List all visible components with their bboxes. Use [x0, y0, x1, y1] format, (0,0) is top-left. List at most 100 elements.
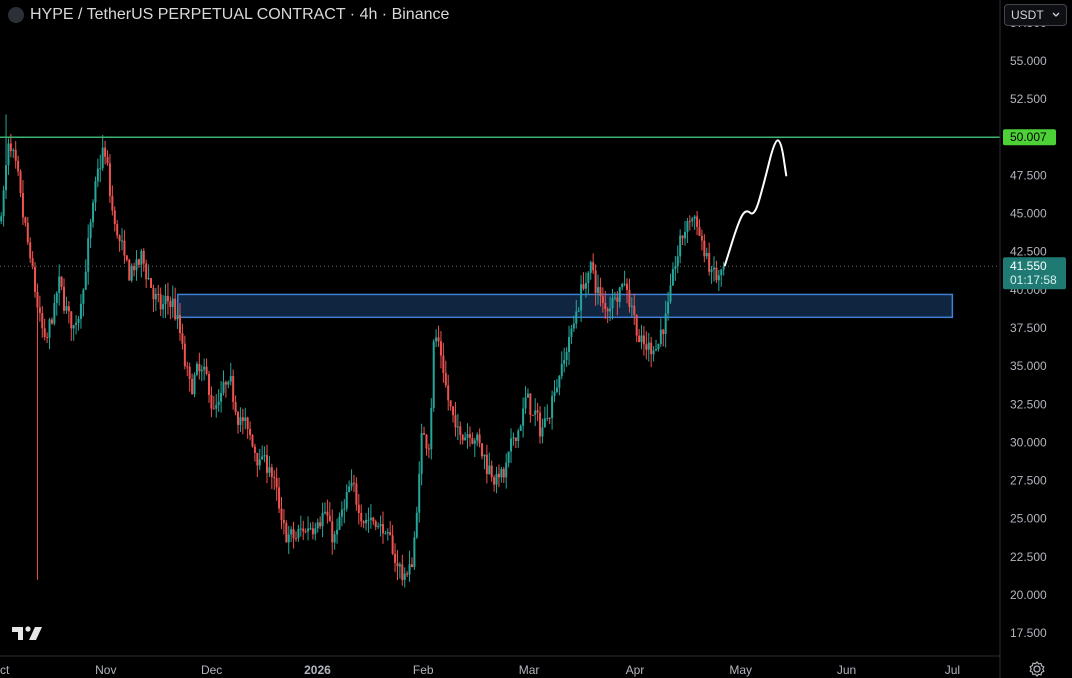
- candle-body: [253, 446, 256, 453]
- candle-body: [473, 440, 476, 444]
- candle-body: [539, 412, 542, 437]
- candle-body: [208, 373, 211, 395]
- x-tick-label: Jun: [837, 663, 856, 677]
- candle-body: [26, 222, 29, 243]
- time-axis[interactable]: Oct Nov Dec 2026 Feb Mar Apr May Jun Jul: [0, 663, 960, 677]
- candle-body: [58, 276, 61, 294]
- candle-body: [667, 301, 670, 314]
- candle-body: [700, 235, 703, 241]
- candle-body: [676, 256, 679, 267]
- candle-body: [309, 528, 312, 530]
- currency-selector[interactable]: USDT: [1004, 4, 1067, 26]
- demand-zone-rectangle[interactable]: [177, 293, 954, 319]
- symbol-title[interactable]: HYPE / TetherUS PERPETUAL CONTRACT · 4h …: [30, 6, 450, 23]
- candle-body: [669, 285, 672, 302]
- candle-body: [604, 302, 607, 310]
- candle-body: [261, 456, 264, 460]
- candle-body: [348, 486, 351, 493]
- candle-body: [464, 437, 467, 441]
- x-tick-label: 2026: [304, 663, 331, 677]
- candle-body: [241, 417, 244, 422]
- candle-body: [270, 467, 273, 478]
- candle-body: [439, 341, 442, 356]
- price-axis[interactable]: 57.50055.00052.50050.00047.50045.00042.5…: [1003, 16, 1066, 640]
- candle-body: [302, 528, 305, 532]
- candle-body: [48, 319, 51, 338]
- candle-body: [517, 430, 520, 442]
- candle-body: [621, 284, 624, 288]
- candle-body: [311, 528, 314, 535]
- candle-body: [38, 307, 41, 313]
- candle-body: [452, 406, 455, 416]
- y-tick-label: 22.500: [1010, 550, 1047, 564]
- candle-body: [551, 396, 554, 418]
- candle-body: [638, 335, 641, 343]
- candle-body: [703, 240, 706, 257]
- level-price-text: 50.007: [1010, 130, 1047, 144]
- candle-body: [0, 216, 3, 222]
- candle-body: [137, 259, 140, 265]
- candle-body: [285, 522, 288, 543]
- candle-body: [340, 509, 343, 517]
- candle-body: [497, 473, 500, 478]
- candle-body: [29, 242, 32, 259]
- candle-body: [696, 216, 699, 227]
- candle-body: [679, 235, 682, 257]
- candle-body: [413, 537, 416, 568]
- candle-body: [314, 528, 317, 535]
- candle-body: [427, 448, 430, 450]
- candle-body: [541, 427, 544, 437]
- candle-body: [331, 521, 334, 543]
- candle-body: [113, 210, 116, 224]
- candle-body: [14, 149, 17, 161]
- candle-body: [522, 408, 525, 426]
- candle-body: [36, 291, 39, 308]
- candle-body: [94, 181, 97, 203]
- candle-body: [664, 313, 667, 335]
- candle-body: [408, 564, 411, 575]
- candle-body: [505, 462, 508, 478]
- candle-body: [258, 459, 261, 466]
- candle-body: [560, 363, 563, 377]
- candle-body: [548, 417, 551, 419]
- candle-body: [350, 482, 353, 487]
- candle-body: [67, 306, 70, 312]
- candle-body: [601, 296, 604, 303]
- candle-body: [389, 531, 392, 536]
- candle-body: [401, 564, 404, 580]
- candle-body: [150, 278, 153, 288]
- candle-body: [488, 465, 491, 475]
- candle-body: [623, 283, 626, 285]
- current-price-badge: [1003, 257, 1066, 290]
- candle-body: [181, 333, 184, 344]
- candle-body: [34, 267, 37, 292]
- x-tick-label: Oct: [0, 663, 10, 677]
- y-tick-label: 20.000: [1010, 588, 1047, 602]
- candle-body: [626, 283, 629, 290]
- y-tick-label: 37.500: [1010, 321, 1047, 335]
- candle-body: [712, 267, 715, 270]
- gear-icon[interactable]: [1028, 660, 1046, 678]
- candle-body: [5, 165, 8, 191]
- candle-body: [72, 325, 75, 329]
- candle-body: [456, 426, 459, 428]
- candle-body: [543, 418, 546, 428]
- candle-countdown-text: 01:17:58: [1010, 273, 1057, 287]
- candle-body: [468, 434, 471, 438]
- candle-body: [418, 473, 421, 513]
- candle-body: [430, 407, 433, 450]
- candle-body: [84, 271, 87, 290]
- candle-body: [688, 221, 691, 223]
- candle-body: [130, 266, 133, 281]
- candle-body: [193, 374, 196, 395]
- candle-body: [157, 293, 160, 295]
- candle-body: [357, 504, 360, 513]
- candle-body: [575, 311, 578, 324]
- tradingview-logo-icon[interactable]: [12, 624, 44, 642]
- candle-body: [345, 492, 348, 509]
- candle-body: [369, 517, 372, 520]
- candle-body: [232, 375, 235, 403]
- candle-body: [65, 306, 68, 311]
- projection-arrow-path[interactable]: [723, 139, 788, 267]
